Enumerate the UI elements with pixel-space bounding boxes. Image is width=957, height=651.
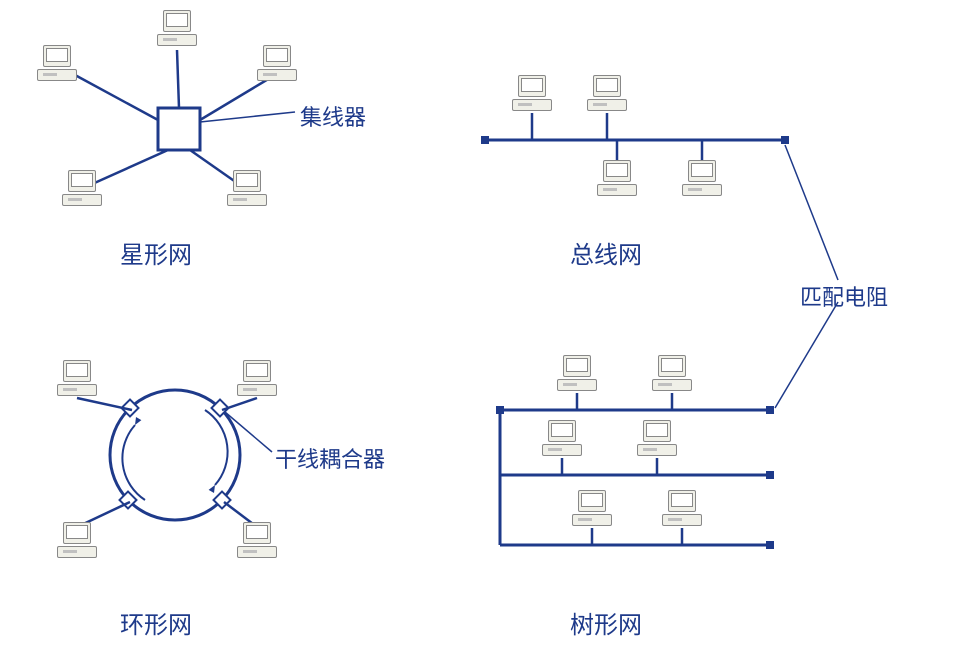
star-computer-4 — [225, 170, 269, 210]
star-title: 星形网 — [120, 235, 192, 270]
star-computer-2 — [255, 45, 299, 85]
star-computer-3 — [60, 170, 104, 210]
bus-computer-bottom-0 — [595, 160, 639, 200]
bus-title: 总线网 — [570, 235, 642, 270]
bus-computer-top-0 — [510, 75, 554, 115]
ring-computer-2 — [55, 522, 99, 562]
bus-computer-bottom-1 — [680, 160, 724, 200]
ring-computer-0 — [55, 360, 99, 400]
hub-label: 集线器 — [300, 100, 366, 132]
ring-computer-3 — [235, 522, 279, 562]
star-computer-0 — [155, 10, 199, 50]
tree-title: 树形网 — [570, 605, 642, 640]
star-computer-1 — [35, 45, 79, 85]
topology-diagram — [0, 0, 957, 651]
tree-computer-0-0 — [555, 355, 599, 395]
bus-computer-top-1 — [585, 75, 629, 115]
tree-computer-1-0 — [540, 420, 584, 460]
tree-computer-1-1 — [635, 420, 679, 460]
coupler-label: 干线耦合器 — [275, 442, 385, 474]
tree-computer-2-1 — [660, 490, 704, 530]
tree-computer-0-1 — [650, 355, 694, 395]
ring-computer-1 — [235, 360, 279, 400]
ring-title: 环形网 — [120, 605, 192, 640]
resistor-label: 匹配电阻 — [800, 280, 888, 312]
tree-computer-2-0 — [570, 490, 614, 530]
